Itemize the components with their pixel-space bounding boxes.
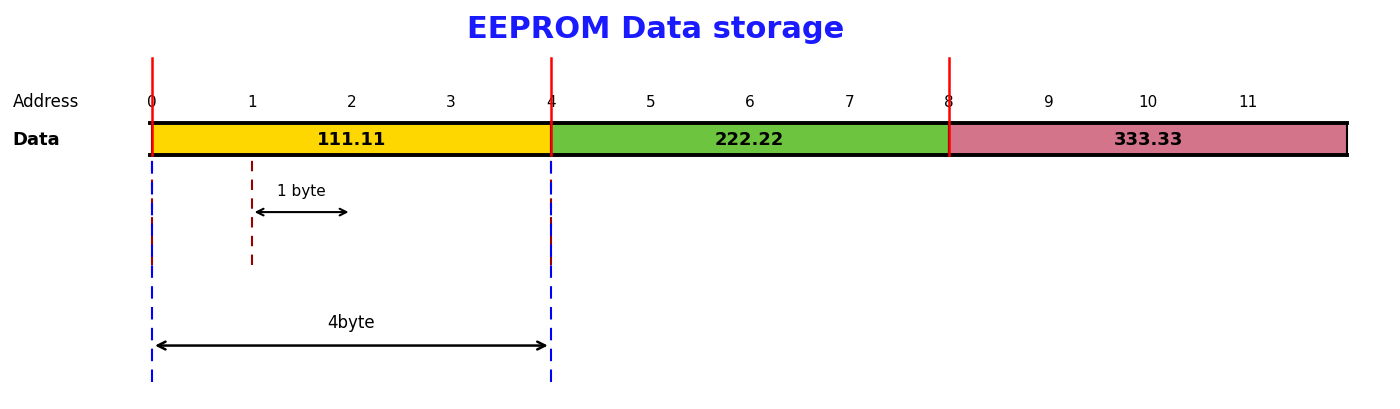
Text: 8: 8 bbox=[944, 95, 953, 110]
Bar bbox=[949, 124, 1347, 156]
Text: 2: 2 bbox=[347, 95, 356, 110]
Text: 0: 0 bbox=[147, 95, 157, 110]
Text: 11: 11 bbox=[1238, 95, 1257, 110]
Text: 4byte: 4byte bbox=[328, 314, 375, 332]
Text: 4: 4 bbox=[546, 95, 556, 110]
Text: Data: Data bbox=[13, 131, 60, 149]
Text: 222.22: 222.22 bbox=[715, 131, 784, 149]
Text: 333.33: 333.33 bbox=[1113, 131, 1183, 149]
Text: Address: Address bbox=[13, 93, 80, 110]
Bar bbox=[550, 124, 949, 156]
Text: 7: 7 bbox=[844, 95, 854, 110]
Text: 1 byte: 1 byte bbox=[277, 184, 326, 198]
Text: 3: 3 bbox=[447, 95, 456, 110]
Text: EEPROM Data storage: EEPROM Data storage bbox=[466, 15, 844, 44]
Text: 9: 9 bbox=[1044, 95, 1053, 110]
Text: 1: 1 bbox=[246, 95, 256, 110]
Text: 5: 5 bbox=[645, 95, 655, 110]
Text: 111.11: 111.11 bbox=[316, 131, 386, 149]
Text: 6: 6 bbox=[745, 95, 755, 110]
Bar bbox=[153, 124, 550, 156]
Text: 10: 10 bbox=[1138, 95, 1158, 110]
